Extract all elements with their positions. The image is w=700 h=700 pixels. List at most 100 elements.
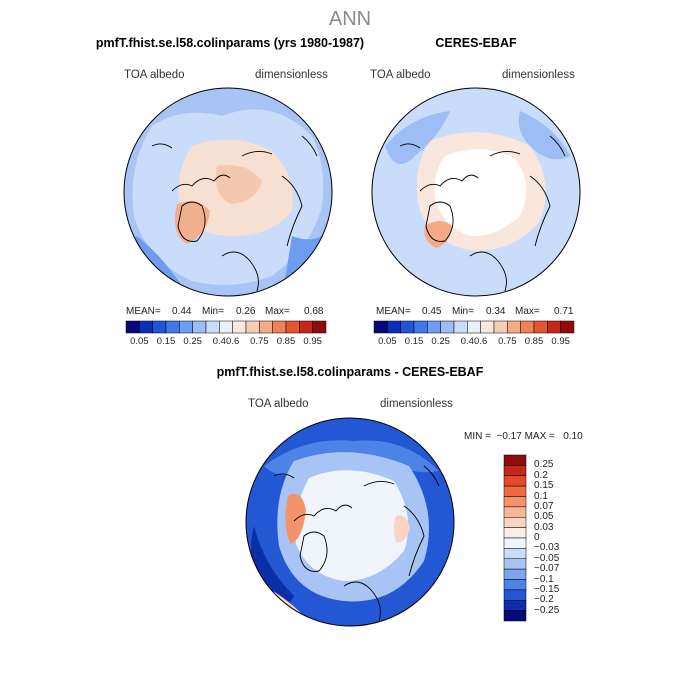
- panel2-arctic-core: [434, 148, 527, 237]
- colorbar-swatch: [413, 320, 428, 334]
- panel1-mean-label: MEAN=: [126, 306, 161, 317]
- colorbar-swatch: [139, 320, 153, 334]
- panel2-mean-value: 0.45: [422, 306, 442, 317]
- colorbar-swatch: [205, 320, 220, 334]
- panel2-atlantic-patch: [385, 111, 450, 164]
- panel2-min-value: 0.34: [486, 306, 506, 317]
- panel3-title: pmfT.fhist.se.l58.colinparams - CERES-EB…: [216, 365, 484, 379]
- colorbar-swatch: [312, 320, 327, 334]
- colorbar-tick-label: 0.95: [551, 336, 570, 347]
- colorbar-swatch: [272, 320, 287, 334]
- colorbar-swatch: [480, 320, 495, 334]
- colorbar-swatch: [503, 600, 527, 611]
- panel3-map-border: [245, 417, 455, 627]
- colorbar-swatch: [453, 320, 468, 334]
- colorbar-swatch: [493, 320, 508, 334]
- colorbar-tick-label: −0.1: [534, 573, 554, 585]
- panel2-mean-label: MEAN=: [376, 306, 411, 317]
- panel1-greenland: [174, 201, 210, 244]
- colorbar-swatch: [165, 320, 180, 334]
- colorbar-swatch: [503, 506, 527, 518]
- colorbar-tick-label: 0.4: [212, 336, 226, 347]
- panel2-map-border: [371, 87, 581, 297]
- colorbar-swatch: [507, 320, 521, 334]
- colorbar-tick-label: −0.25: [534, 604, 560, 616]
- panel1-map-border: [123, 87, 333, 297]
- colorbar-swatch: [245, 320, 260, 334]
- colorbar-tick-label: −0.15: [534, 583, 560, 595]
- colorbar-swatch: [232, 320, 247, 334]
- colorbar-swatch: [503, 558, 527, 570]
- panel1-sea-ice-core: [216, 165, 262, 204]
- colorbar-tick-label: 0.25: [183, 336, 202, 347]
- panel1-map: [123, 87, 333, 297]
- colorbar-tick-label: 0.4: [460, 336, 474, 347]
- panel3-variable-label: TOA albedo: [248, 398, 309, 410]
- panel2-colorbar-ticks: 0.05 0.15 0.25 0.4 0.6 0.75 0.85 0.95: [0, 336, 700, 350]
- colorbar-tick-label: 0.6: [474, 336, 488, 347]
- colorbar-tick-label: 0.85: [276, 336, 296, 347]
- colorbar-tick-label: 0.85: [524, 336, 544, 347]
- colorbar-tick-label: −0.07: [534, 563, 560, 575]
- colorbar-swatch: [440, 320, 455, 334]
- colorbar-swatch: [503, 527, 527, 539]
- panel2-title: CERES-EBAF: [435, 36, 517, 50]
- colorbar-swatch: [179, 320, 193, 334]
- colorbar-swatch: [547, 320, 561, 334]
- colorbar-swatch: [503, 568, 527, 580]
- colorbar-swatch: [503, 548, 527, 559]
- colorbar-tick-label: 0.6: [226, 336, 240, 347]
- colorbar-swatch: [503, 610, 527, 622]
- panel2-units-label: dimensionless: [502, 69, 575, 81]
- colorbar-swatch: [503, 537, 527, 549]
- colorbar-swatch: [192, 320, 207, 334]
- colorbar-swatch: [503, 579, 527, 591]
- panel1-max-value: 0.68: [304, 306, 324, 317]
- panel1-variable-label: TOA albedo: [124, 69, 185, 81]
- colorbar-swatch: [503, 465, 527, 476]
- colorbar-swatch: [125, 320, 140, 334]
- colorbar-swatch: [219, 320, 233, 334]
- panel1-title: pmfT.fhist.se.l58.colinparams (yrs 1980-…: [95, 36, 365, 50]
- panel2-max-label: Max=: [515, 306, 540, 317]
- colorbar-tick-label: 0.15: [156, 336, 176, 347]
- panel1-coastlines: [151, 135, 318, 292]
- colorbar-tick-label: 0.07: [534, 500, 554, 512]
- panel3-coastlines: [273, 465, 440, 622]
- panel3-colorbar: [503, 454, 527, 622]
- colorbar-swatch: [520, 320, 535, 334]
- colorbar-tick-label: 0.25: [431, 336, 450, 347]
- panel3-map: [245, 417, 455, 627]
- colorbar-swatch: [503, 589, 527, 601]
- panel2-variable-label: TOA albedo: [370, 69, 431, 81]
- colorbar-tick-label: 0.2: [534, 469, 548, 481]
- panel1-colorbar-ticks: 0.05 0.15 0.25 0.4 0.6 0.75 0.85 0.95: [0, 336, 700, 350]
- colorbar-swatch: [387, 320, 401, 334]
- panel1-min-label: Min=: [202, 306, 224, 317]
- panel1-max-label: Max=: [265, 306, 290, 317]
- colorbar-tick-label: 0.75: [498, 336, 517, 347]
- colorbar-swatch: [503, 475, 527, 487]
- colorbar-tick-label: 0.05: [378, 336, 397, 347]
- colorbar-swatch: [467, 320, 481, 334]
- colorbar-tick-label: 0.05: [130, 336, 149, 347]
- colorbar-tick-label: 0.03: [534, 521, 554, 533]
- colorbar-swatch: [560, 320, 575, 334]
- panel2-map: [371, 87, 581, 297]
- panel2-pacific-patch: [518, 111, 570, 160]
- colorbar-swatch: [533, 320, 548, 334]
- panel2-max-value: 0.71: [554, 306, 574, 317]
- colorbar-swatch: [299, 320, 313, 334]
- colorbar-tick-label: 0.75: [250, 336, 269, 347]
- colorbar-swatch: [427, 320, 441, 334]
- panel1-min-value: 0.26: [236, 306, 256, 317]
- colorbar-tick-label: 0.1: [534, 490, 548, 502]
- colorbar-tick-label: −0.2: [534, 594, 554, 606]
- colorbar-tick-label: 0.05: [534, 511, 554, 523]
- panel3-minmax-text: MIN = −0.17 MAX = 0.10: [464, 431, 583, 442]
- colorbar-swatch: [400, 320, 415, 334]
- colorbar-tick-label: 0.15: [404, 336, 424, 347]
- colorbar-swatch: [503, 485, 527, 497]
- colorbar-tick-label: 0.95: [303, 336, 322, 347]
- panel2-colorbar: [373, 320, 575, 334]
